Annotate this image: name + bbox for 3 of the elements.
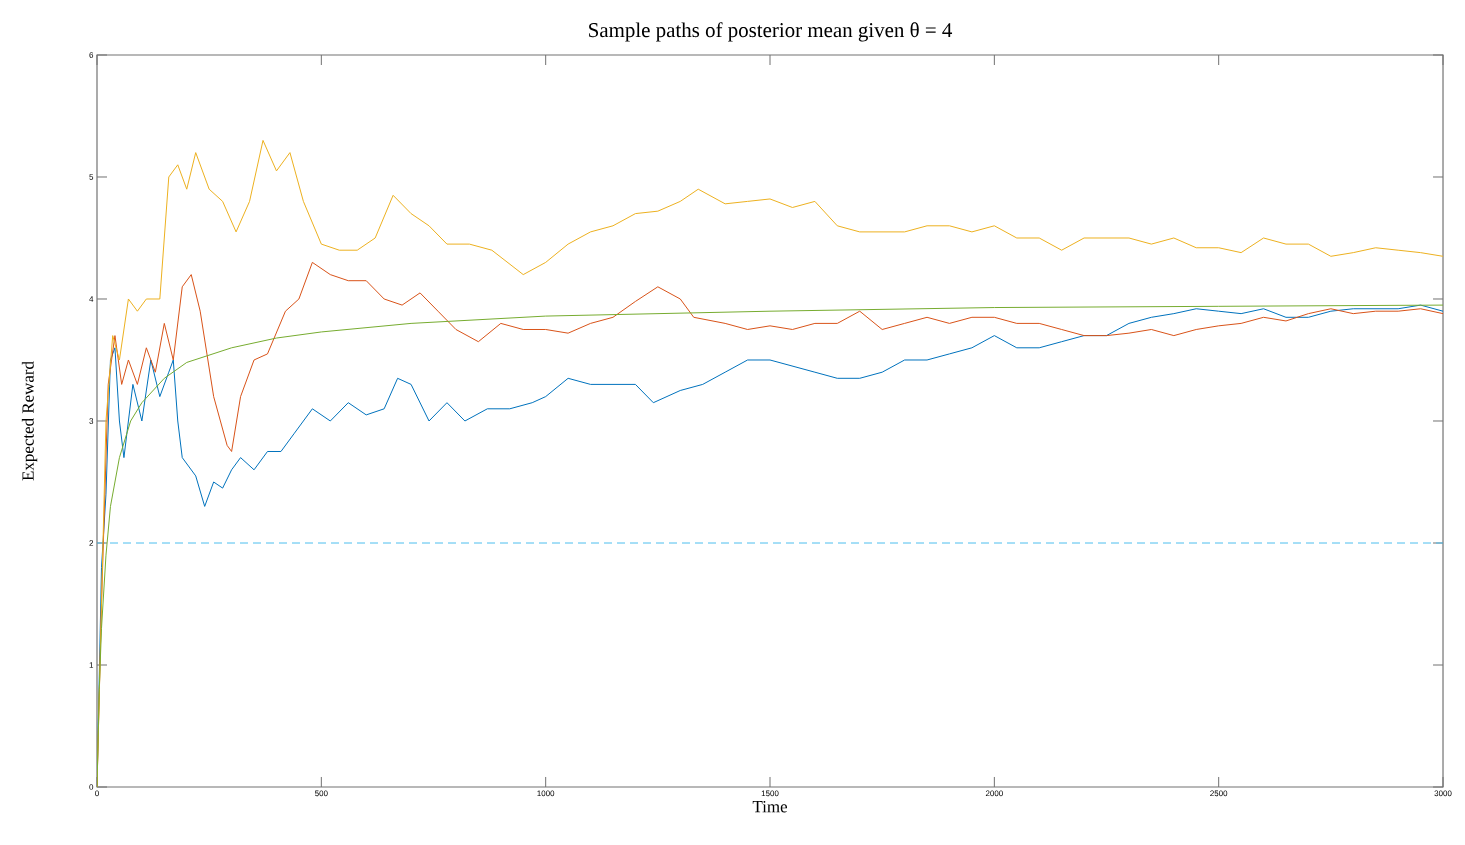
chart-title: Sample paths of posterior mean given θ = 4: [589, 22, 953, 42]
x-axis-title: Time: [752, 801, 788, 813]
y-axis-title: Expected Reward: [21, 361, 38, 481]
